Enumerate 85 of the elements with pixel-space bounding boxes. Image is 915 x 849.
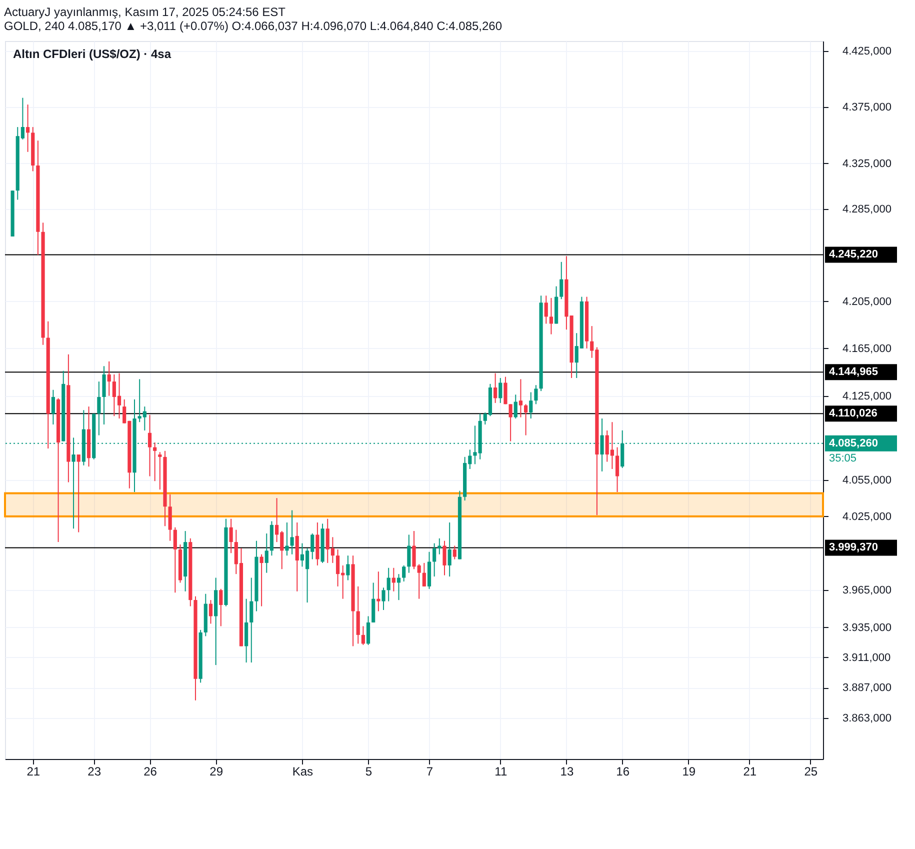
candlestick: [107, 360, 111, 396]
candlestick: [208, 600, 213, 624]
candlestick: [442, 540, 446, 576]
candlestick: [438, 538, 442, 555]
text: GOLD, 240 4.085,170 ▲ +3,011 (+0.07%) O:4.066,037 H:4.096,070 L:4.064,840 C:4.085,260: [4, 19, 502, 33]
y-tick-label: 3.911,000: [842, 652, 891, 664]
candlestick: [560, 261, 564, 300]
x-tick-label: 26: [144, 764, 158, 778]
candlestick: [534, 384, 538, 405]
candlestick: [173, 526, 177, 594]
candlestick: [448, 522, 452, 578]
text: ActuaryJ yayınlanmış, Kasım 17, 2025 05:24:56 EST: [4, 5, 286, 19]
candlestick: [615, 446, 620, 493]
candlestick: [250, 577, 254, 664]
candlestick: [361, 626, 365, 646]
candlestick: [264, 532, 268, 574]
x-tick-label: 7: [426, 764, 434, 778]
candlestick: [76, 454, 80, 533]
x-tick-label: Kas: [292, 764, 314, 778]
candlestick: [402, 564, 406, 582]
y-tick-label: 4.325,000: [842, 158, 892, 170]
x-tick-label: 25: [804, 764, 818, 778]
candlestick: [168, 494, 172, 542]
candlestick: [153, 442, 157, 482]
candlestick: [549, 297, 554, 335]
candlestick: [386, 567, 390, 602]
candlestick: [260, 554, 264, 607]
y-tick-label: 4.125,000: [842, 390, 892, 402]
candlestick: [529, 392, 533, 419]
candlestick: [346, 555, 350, 581]
candlestick: [514, 394, 518, 419]
candlestick: [229, 518, 233, 554]
candlestick: [97, 381, 101, 436]
candlestick: [290, 510, 294, 555]
candlestick: [524, 404, 528, 436]
ref-line-label: 3.999,370: [829, 542, 878, 554]
x-tick-label: 11: [494, 764, 508, 778]
y-tick-label: 4.025,000: [842, 510, 892, 523]
x-tick-label: 19: [682, 764, 696, 778]
candlestick: [244, 598, 248, 664]
candlestick: [285, 522, 289, 556]
ref-line-label: 4.085,260: [829, 437, 878, 450]
y-tick-label: 4.285,000: [842, 203, 892, 216]
x-tick-label: 16: [616, 764, 630, 778]
text: 35:05: [829, 452, 857, 464]
candlestick: [452, 545, 456, 560]
y-tick-label: 4.425,000: [842, 45, 892, 58]
x-tick-label: 13: [560, 764, 574, 778]
x-tick-label: 5: [365, 764, 372, 778]
candlestick: [494, 372, 498, 404]
y-tick-label: 3.887,000: [842, 682, 892, 694]
candlestick: [158, 452, 162, 490]
candlestick: [356, 586, 360, 644]
y-tick-label: 4.165,000: [842, 342, 892, 355]
y-tick-label: 3.863,000: [842, 712, 892, 725]
candlestick: [372, 582, 376, 623]
candlestick: [148, 414, 152, 477]
candlestick: [51, 389, 55, 425]
ref-line-label: 4.144,965: [829, 366, 878, 378]
candlestick: [544, 295, 548, 324]
candlestick: [432, 542, 436, 578]
ref-line-label: 4.245,220: [829, 248, 878, 261]
candlestick: [504, 376, 508, 405]
candlestick: [508, 404, 512, 442]
y-tick-label: 3.965,000: [842, 584, 892, 597]
candlestick: [376, 571, 380, 612]
x-tick-label: 21: [26, 764, 40, 778]
candlestick: [219, 588, 223, 627]
x-tick-label: 21: [743, 764, 757, 778]
candlestick: [407, 534, 411, 574]
y-tick-label: 4.205,000: [842, 296, 892, 308]
y-tick-label: 3.935,000: [842, 622, 892, 634]
x-tick-label: 29: [210, 764, 224, 778]
candlestick: [422, 562, 426, 587]
y-tick-label: 4.375,000: [842, 101, 892, 114]
candlestick: [498, 377, 502, 404]
candlestick: [26, 104, 30, 152]
text: Altın CFDleri (US$/OZ) · 4sa: [13, 47, 172, 61]
candlestick: [382, 587, 386, 610]
y-tick-label: 4.055,000: [842, 474, 892, 486]
ref-line-label: 4.110,026: [829, 408, 878, 420]
candlestick: [102, 366, 106, 425]
candlestick: [366, 616, 370, 646]
candlestick: [518, 378, 523, 418]
x-tick-label: 23: [88, 764, 102, 778]
